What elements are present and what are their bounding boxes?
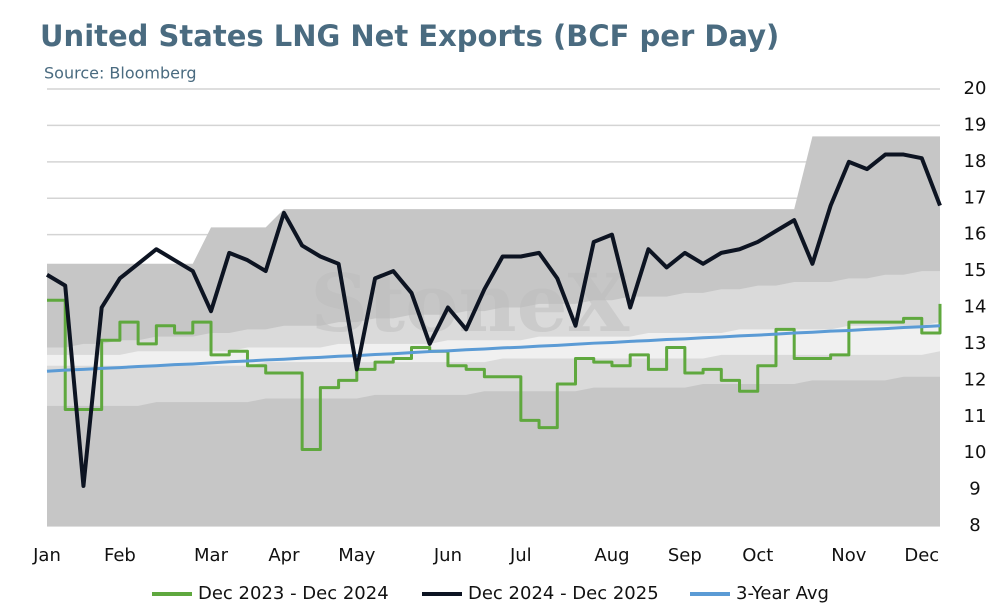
y-tick-label: 20 bbox=[964, 78, 987, 99]
x-tick-label: May bbox=[338, 545, 376, 566]
chart-title: United States LNG Net Exports (BCF per D… bbox=[40, 19, 779, 53]
y-tick-label: 19 bbox=[964, 114, 987, 135]
range-band bbox=[47, 322, 940, 366]
chart-subtitle: Source: Bloomberg bbox=[44, 64, 196, 83]
x-tick-label: Jun bbox=[433, 545, 462, 566]
y-tick-label: 12 bbox=[964, 369, 987, 390]
x-tick-label: Mar bbox=[194, 545, 229, 566]
x-tick-label: Aug bbox=[594, 545, 629, 566]
y-tick-label: 14 bbox=[964, 297, 987, 318]
y-tick-label: 13 bbox=[964, 333, 987, 354]
y-tick-label: 11 bbox=[964, 406, 987, 427]
y-tick-label: 17 bbox=[964, 187, 987, 208]
x-tick-label: Dec bbox=[904, 545, 939, 566]
y-tick-label: 15 bbox=[964, 260, 987, 281]
x-tick-label: Oct bbox=[742, 545, 773, 566]
x-tick-label: Jul bbox=[509, 545, 532, 566]
series-line bbox=[46, 324, 941, 373]
legend-label: Dec 2024 - Dec 2025 bbox=[468, 583, 659, 604]
x-tick-label: Jan bbox=[32, 545, 61, 566]
x-tick-label: Apr bbox=[268, 545, 300, 566]
legend-label: Dec 2023 - Dec 2024 bbox=[198, 583, 389, 604]
x-tick-label: Nov bbox=[831, 545, 866, 566]
y-tick-label: 16 bbox=[964, 224, 987, 245]
series-line bbox=[47, 298, 942, 452]
series-line bbox=[45, 152, 942, 488]
y-tick-label: 10 bbox=[964, 442, 987, 463]
y-tick-label: 18 bbox=[964, 151, 987, 172]
x-tick-label: Sep bbox=[668, 545, 702, 566]
y-tick-label: 9 bbox=[969, 479, 980, 500]
x-tick-label: Feb bbox=[104, 545, 136, 566]
legend-label: 3-Year Avg bbox=[736, 583, 829, 604]
y-tick-label: 8 bbox=[969, 515, 980, 536]
